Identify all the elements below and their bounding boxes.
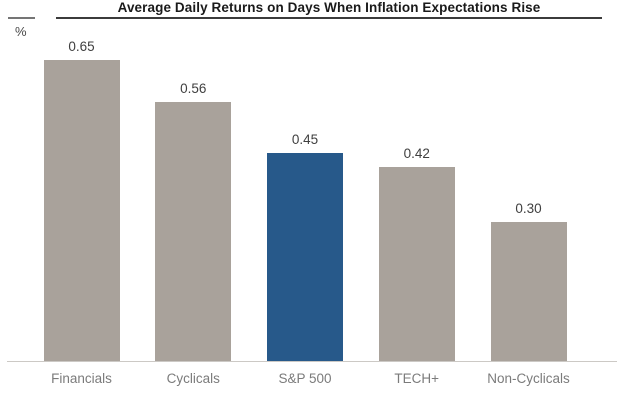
bar-financials xyxy=(43,60,120,361)
title-underline-rule xyxy=(56,17,602,19)
y-axis-unit-label: % xyxy=(15,24,27,39)
bar-s-p-500 xyxy=(267,153,343,361)
category-label-tech: TECH+ xyxy=(394,371,440,386)
bar-tech xyxy=(378,167,455,361)
value-label-cyclicals: 0.56 xyxy=(180,81,207,96)
bar-non-cyclicals xyxy=(490,222,567,361)
category-label-financials: Financials xyxy=(51,371,112,386)
category-label-non-cyclicals: Non-Cyclicals xyxy=(487,371,570,386)
value-label-non-cyclicals: 0.30 xyxy=(515,201,542,216)
unit-label-rule xyxy=(8,17,35,19)
category-label-s-p-500: S&P 500 xyxy=(278,371,332,386)
x-axis-baseline xyxy=(7,361,617,362)
value-label-tech: 0.42 xyxy=(403,146,430,161)
bar-cyclicals xyxy=(155,102,232,361)
value-label-financials: 0.65 xyxy=(68,39,95,54)
value-label-s-p-500: 0.45 xyxy=(291,132,319,147)
chart-title: Average Daily Returns on Days When Infla… xyxy=(117,0,541,15)
category-label-cyclicals: Cyclicals xyxy=(166,371,220,386)
